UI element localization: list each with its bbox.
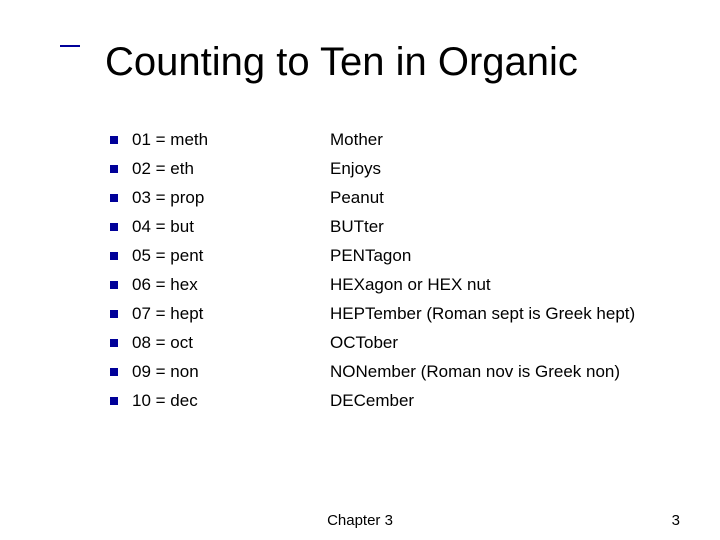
mnemonic-list: Mother Enjoys Peanut BUTter PENTagon HEX… xyxy=(330,130,670,420)
list-item: 07 = hept xyxy=(110,304,330,324)
mnemonic-text: Peanut xyxy=(330,188,670,208)
prefix-text: 04 = but xyxy=(132,217,194,237)
bullet-icon xyxy=(110,281,118,289)
mnemonic-text: HEXagon or HEX nut xyxy=(330,275,670,295)
prefix-list: 01 = meth 02 = eth 03 = prop 04 = but 05… xyxy=(110,130,330,420)
content-area: 01 = meth 02 = eth 03 = prop 04 = but 05… xyxy=(110,130,670,420)
prefix-text: 02 = eth xyxy=(132,159,194,179)
bullet-icon xyxy=(110,252,118,260)
bullet-icon xyxy=(110,397,118,405)
title-accent-line xyxy=(60,45,80,47)
prefix-text: 07 = hept xyxy=(132,304,203,324)
mnemonic-text: BUTter xyxy=(330,217,670,237)
page-number: 3 xyxy=(672,512,680,529)
mnemonic-text: PENTagon xyxy=(330,246,670,266)
prefix-text: 05 = pent xyxy=(132,246,203,266)
prefix-text: 01 = meth xyxy=(132,130,208,150)
list-item: 10 = dec xyxy=(110,391,330,411)
mnemonic-text: Mother xyxy=(330,130,670,150)
bullet-icon xyxy=(110,223,118,231)
slide: Counting to Ten in Organic 01 = meth 02 … xyxy=(0,0,720,540)
list-item: 05 = pent xyxy=(110,246,330,266)
mnemonic-text: DECember xyxy=(330,391,670,411)
bullet-icon xyxy=(110,310,118,318)
list-item: 04 = but xyxy=(110,217,330,237)
bullet-icon xyxy=(110,165,118,173)
bullet-icon xyxy=(110,136,118,144)
mnemonic-text: Enjoys xyxy=(330,159,670,179)
prefix-text: 09 = non xyxy=(132,362,199,382)
list-item: 01 = meth xyxy=(110,130,330,150)
prefix-text: 08 = oct xyxy=(132,333,193,353)
bullet-icon xyxy=(110,339,118,347)
list-item: 09 = non xyxy=(110,362,330,382)
list-item: 08 = oct xyxy=(110,333,330,353)
list-item: 02 = eth xyxy=(110,159,330,179)
prefix-text: 06 = hex xyxy=(132,275,198,295)
prefix-text: 03 = prop xyxy=(132,188,204,208)
bullet-icon xyxy=(110,368,118,376)
list-item: 06 = hex xyxy=(110,275,330,295)
slide-title: Counting to Ten in Organic xyxy=(105,40,670,85)
list-item: 03 = prop xyxy=(110,188,330,208)
mnemonic-text: OCTober xyxy=(330,333,670,353)
prefix-text: 10 = dec xyxy=(132,391,198,411)
bullet-icon xyxy=(110,194,118,202)
mnemonic-text: HEPTember (Roman sept is Greek hept) xyxy=(330,304,670,324)
mnemonic-text: NONember (Roman nov is Greek non) xyxy=(330,362,670,382)
chapter-label: Chapter 3 xyxy=(327,512,393,529)
